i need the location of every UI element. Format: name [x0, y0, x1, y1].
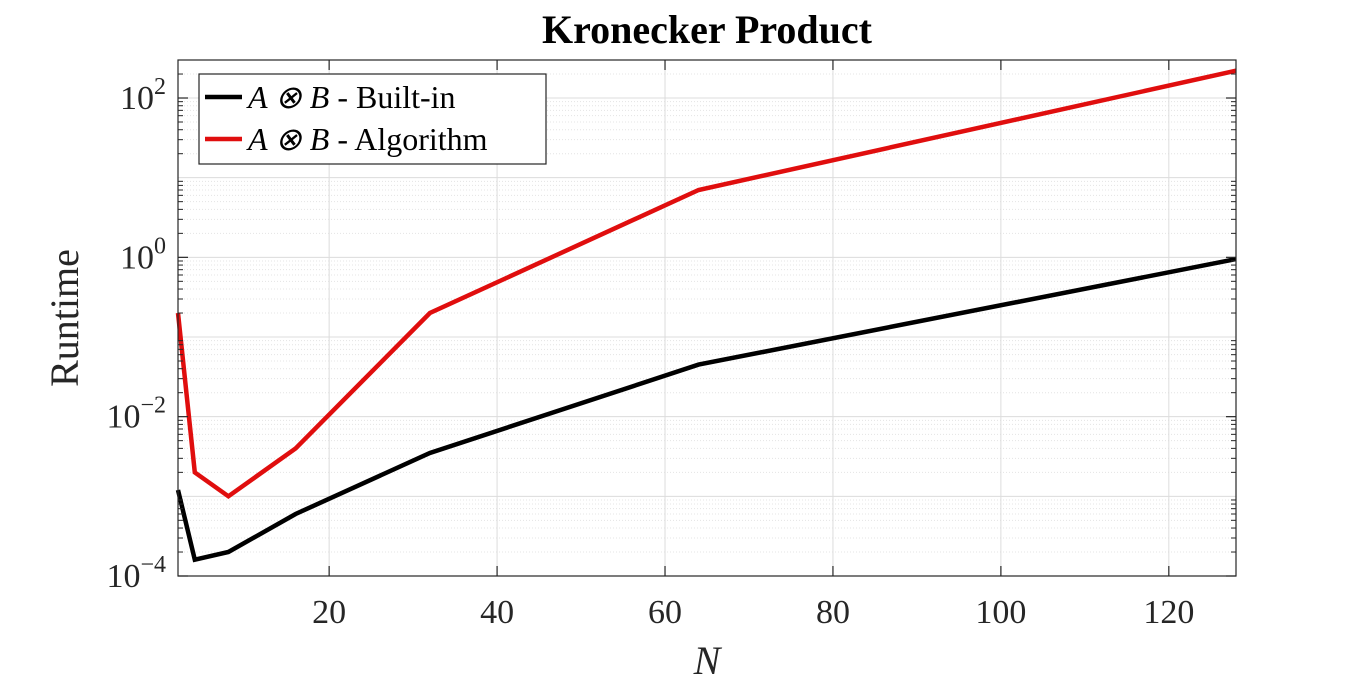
legend: A ⊗ B - Built-in A ⊗ B - Algorithm — [198, 73, 547, 165]
x-tick-label: 60 — [648, 594, 682, 631]
x-tick-label: 120 — [1143, 594, 1194, 631]
series-line-built-in — [175, 256, 1237, 563]
chart-title: Kronecker Product — [542, 7, 873, 52]
y-tick-label: 10−4 — [106, 552, 166, 595]
legend-box — [198, 73, 547, 165]
x-tick-label: 100 — [975, 594, 1026, 631]
x-axis-label: N — [693, 638, 723, 683]
y-tick-label: 10−2 — [106, 393, 166, 436]
y-tick-label: 102 — [120, 74, 166, 117]
plot-frame — [177, 59, 1237, 577]
legend-entry: A ⊗ B - Built-in — [246, 79, 456, 115]
series-line-algorithm — [175, 68, 1237, 500]
x-tick-label: 80 — [816, 594, 850, 631]
x-tick-label: 20 — [312, 594, 346, 631]
legend-entry: A ⊗ B - Algorithm — [246, 121, 488, 157]
x-tick-label: 40 — [480, 594, 514, 631]
axis-ticks: 20 40 60 80 100 120 10−4 10−2 100 102 — [106, 60, 1236, 631]
y-axis-label: Runtime — [42, 249, 87, 387]
series-lines — [175, 68, 1237, 563]
y-tick-label: 100 — [120, 233, 166, 276]
